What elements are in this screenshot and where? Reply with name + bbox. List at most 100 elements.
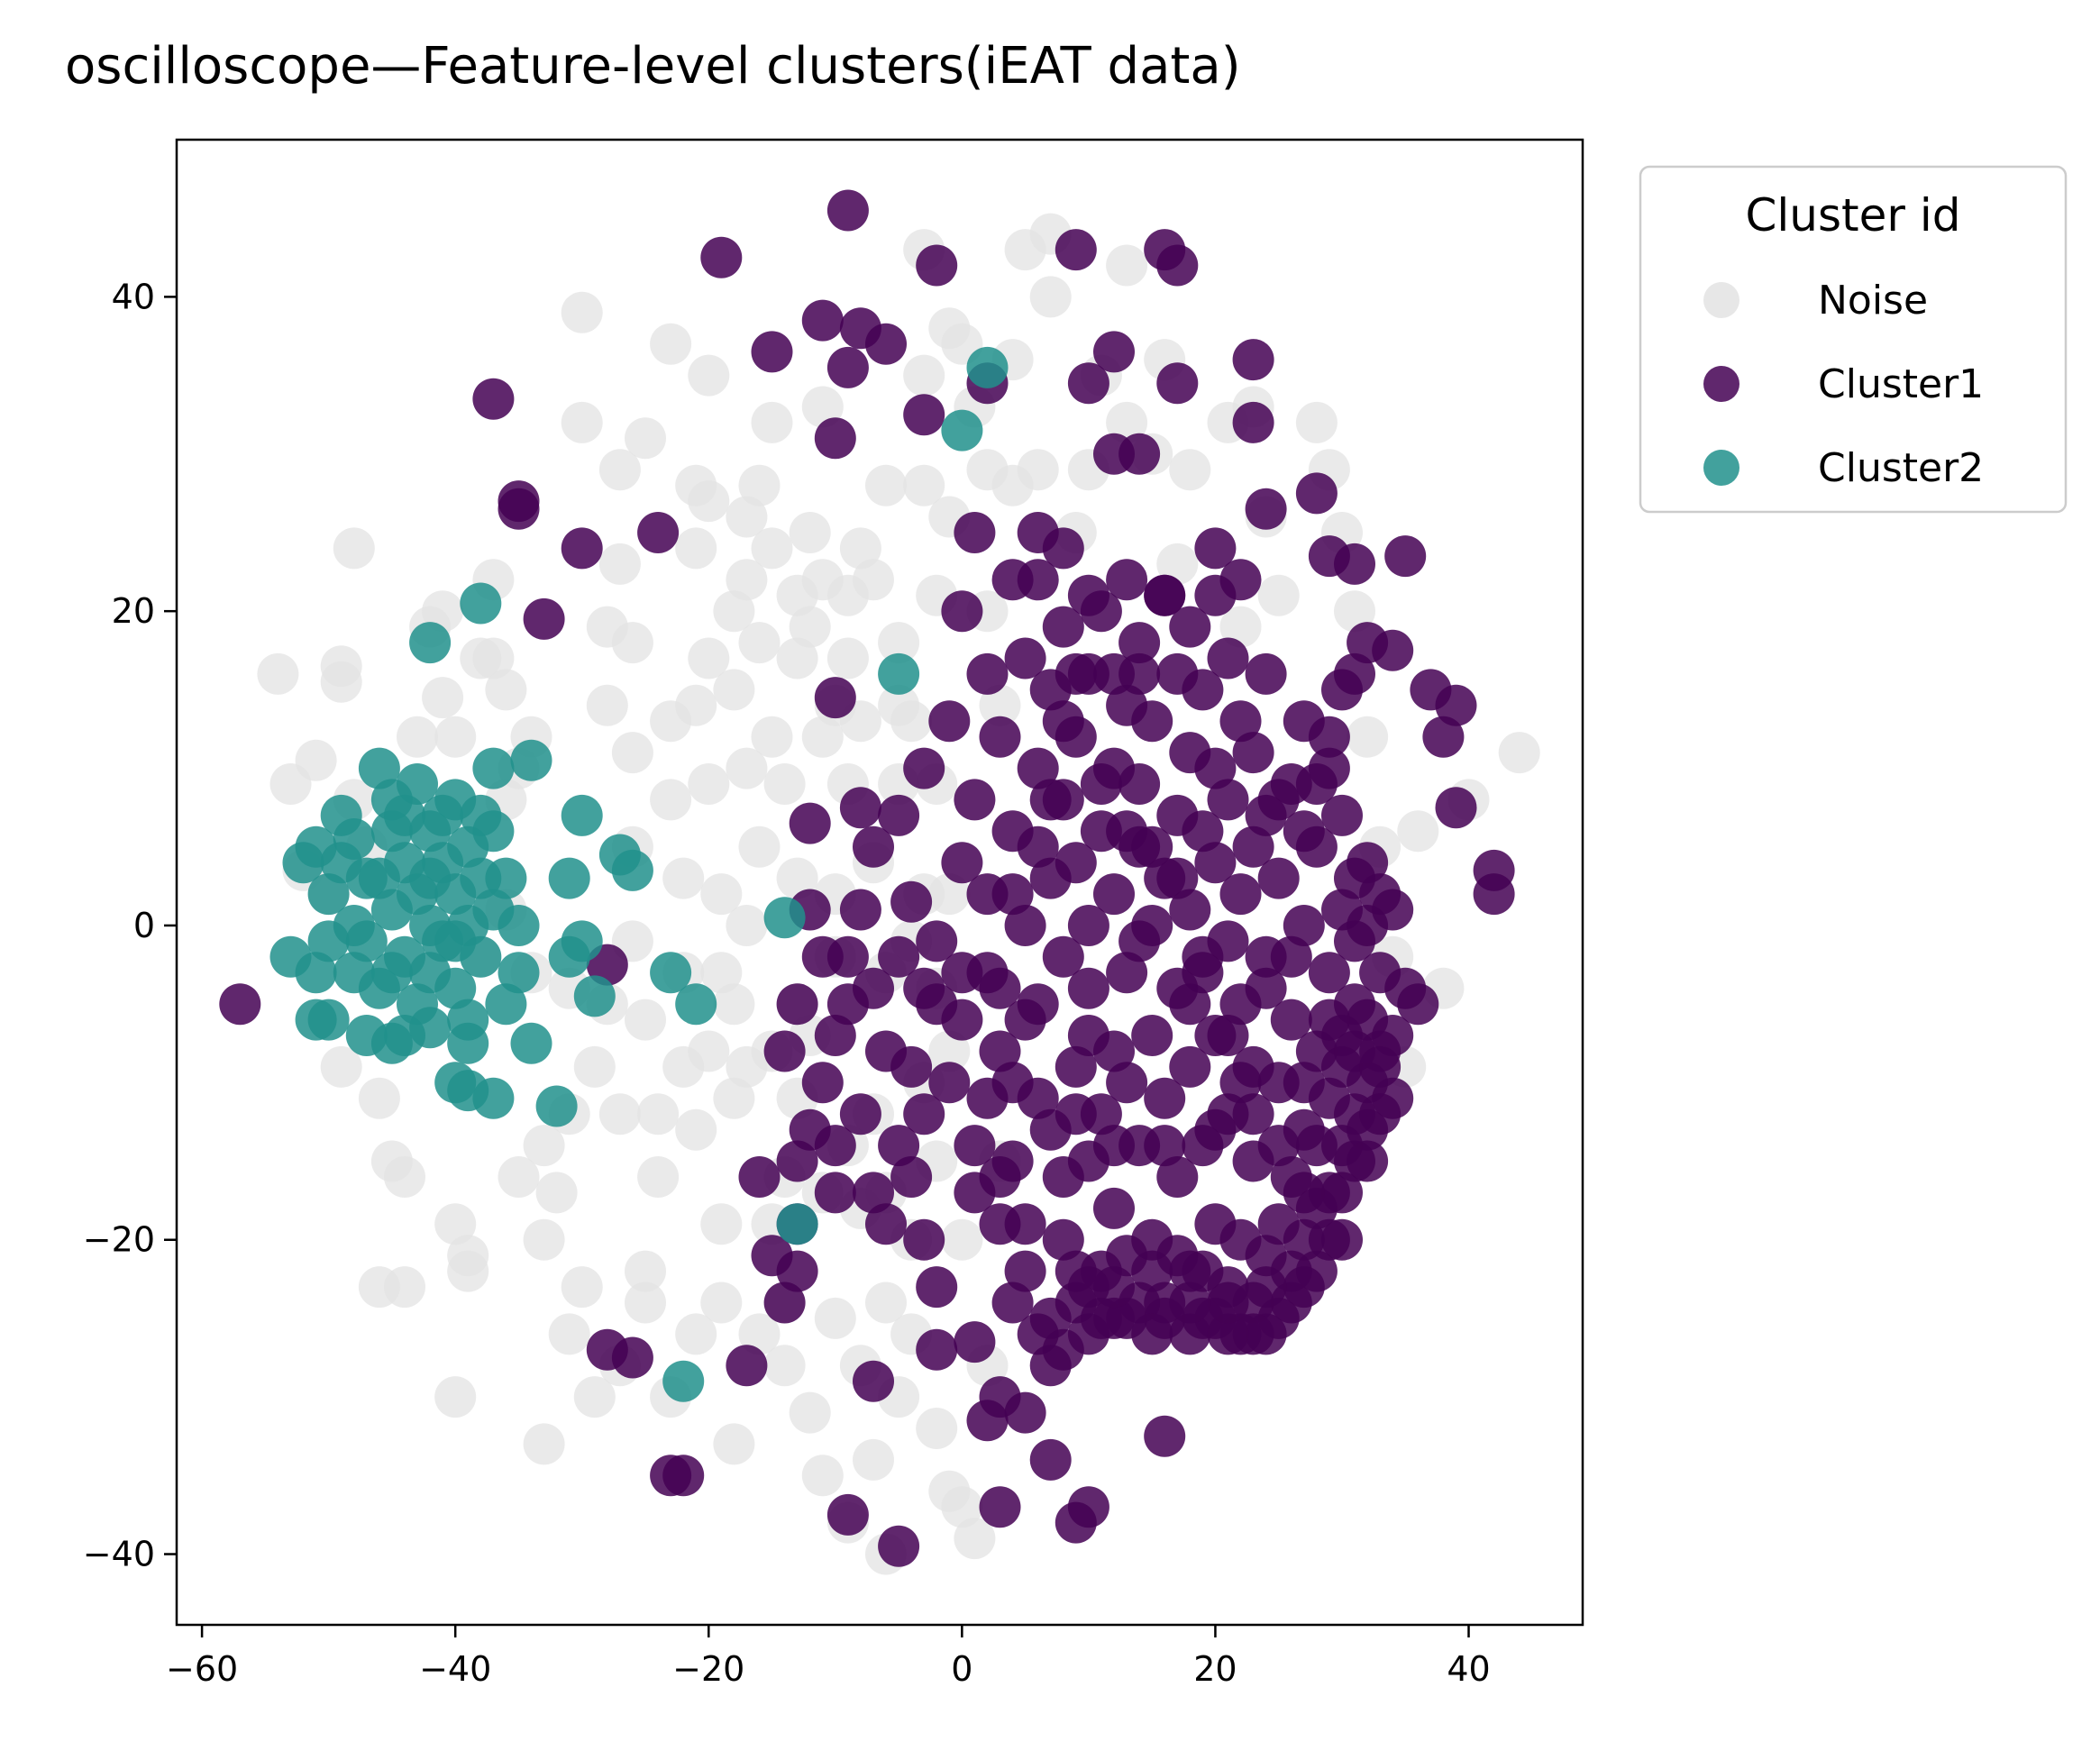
point-cluster1-115 [1067,905,1109,946]
point-noise-7 [320,661,362,703]
point-noise-71 [688,763,730,805]
point-cluster1-322 [1283,1266,1325,1309]
y-tick-label: 0 [133,906,155,945]
point-cluster1-299 [941,952,983,994]
point-cluster1-14 [814,417,856,460]
point-cluster1-226 [1359,1093,1402,1135]
point-cluster1-24 [903,394,945,436]
point-cluster1-74 [853,967,894,1009]
point-cluster1-208 [1372,1015,1414,1056]
point-noise-137 [1017,449,1059,491]
point-noise-57 [637,1156,680,1198]
point-cluster1-96 [1004,637,1046,679]
point-cluster1-303 [991,873,1034,916]
point-noise-63 [662,857,705,899]
point-cluster1-52 [1422,716,1465,758]
point-noise-74 [700,873,743,916]
y-tick-label: −40 [83,1535,155,1574]
point-cluster2-56 [434,967,477,1009]
point-cluster1-239 [1055,1250,1097,1292]
x-tick-label: −20 [672,1649,744,1689]
point-cluster1-12 [789,802,831,844]
point-noise-79 [726,496,768,538]
point-cluster1-178 [1257,857,1300,899]
point-cluster1-83 [928,1062,971,1104]
point-cluster1-42 [1232,401,1274,443]
point-cluster2-7 [561,794,603,836]
point-cluster2-68 [358,857,400,899]
point-cluster1-307 [1055,652,1097,695]
point-cluster2-3 [460,582,502,625]
point-cluster1-147 [1169,889,1211,931]
point-cluster2-28 [345,1015,388,1056]
point-cluster1-204 [1347,842,1389,884]
point-cluster1-296 [890,1156,933,1198]
point-cluster2-78 [434,920,477,962]
point-cluster1-33 [1067,362,1109,405]
point-cluster2-64 [485,857,527,899]
point-cluster1-124 [1093,1187,1135,1229]
point-noise-77 [713,983,755,1026]
point-noise-132 [979,684,1021,726]
legend-marker-cluster1 [1703,366,1739,402]
point-cluster1-285 [801,1062,844,1104]
point-noise-20 [434,716,477,758]
point-cluster1-260 [1257,779,1300,821]
point-cluster1-269 [1144,574,1186,616]
point-noise-150 [1219,606,1262,648]
point-cluster1-11 [776,1140,818,1182]
point-cluster1-131 [1118,763,1161,805]
point-cluster1-196 [1321,794,1363,836]
point-noise-186 [675,1313,717,1355]
point-cluster1-308 [1080,763,1122,805]
point-cluster2-14 [650,952,692,994]
point-noise-55 [625,1250,666,1292]
point-noise-113 [865,1281,907,1324]
point-noise-167 [763,763,806,805]
point-cluster1-210 [1372,889,1414,931]
point-cluster1-0 [219,983,261,1026]
point-cluster1-48 [1372,629,1414,671]
point-cluster1-310 [1131,825,1173,868]
point-cluster1-249 [1055,1093,1097,1135]
point-noise-148 [1169,449,1211,491]
point-cluster1-171 [1232,732,1274,774]
point-cluster1-77 [878,935,920,978]
point-cluster1-305 [1029,779,1072,821]
legend: Cluster id Noise Cluster1 Cluster2 [1639,165,2068,514]
point-noise-54 [625,999,666,1041]
point-cluster1-5 [561,527,603,570]
point-cluster1-329 [1042,1328,1084,1371]
point-cluster1-211 [1384,967,1427,1009]
point-noise-41 [561,401,603,443]
point-cluster2-67 [384,794,425,836]
point-noise-100 [801,716,844,758]
point-noise-206 [801,1455,844,1497]
point-cluster1-312 [1182,952,1224,994]
point-noise-84 [738,622,781,664]
point-cluster1-327 [1093,1266,1135,1309]
point-noise-147 [1156,543,1199,585]
point-noise-11 [358,1077,400,1119]
point-cluster1-34 [1093,331,1135,373]
point-noise-15 [358,1266,400,1309]
point-cluster2-20 [510,1022,552,1064]
point-noise-193 [726,1045,768,1088]
point-cluster2-47 [397,763,438,805]
point-cluster1-302 [979,967,1021,1009]
point-cluster1-126 [1106,952,1148,994]
point-noise-78 [713,1077,755,1119]
point-cluster1-304 [1017,825,1059,868]
point-noise-13 [384,1156,425,1198]
point-noise-127 [941,1486,983,1528]
point-noise-40 [548,1313,590,1355]
point-cluster1-110 [1055,1045,1097,1088]
point-noise-202 [928,873,971,916]
point-cluster1-252 [1118,920,1161,962]
point-cluster1-162 [1207,637,1249,679]
point-cluster1-281 [853,825,894,868]
point-cluster1-59 [1055,1501,1097,1544]
x-axis: −60 −40 −20 0 20 40 [166,1625,1491,1689]
point-cluster1-319 [1359,1045,1402,1088]
point-noise-98 [801,386,844,428]
